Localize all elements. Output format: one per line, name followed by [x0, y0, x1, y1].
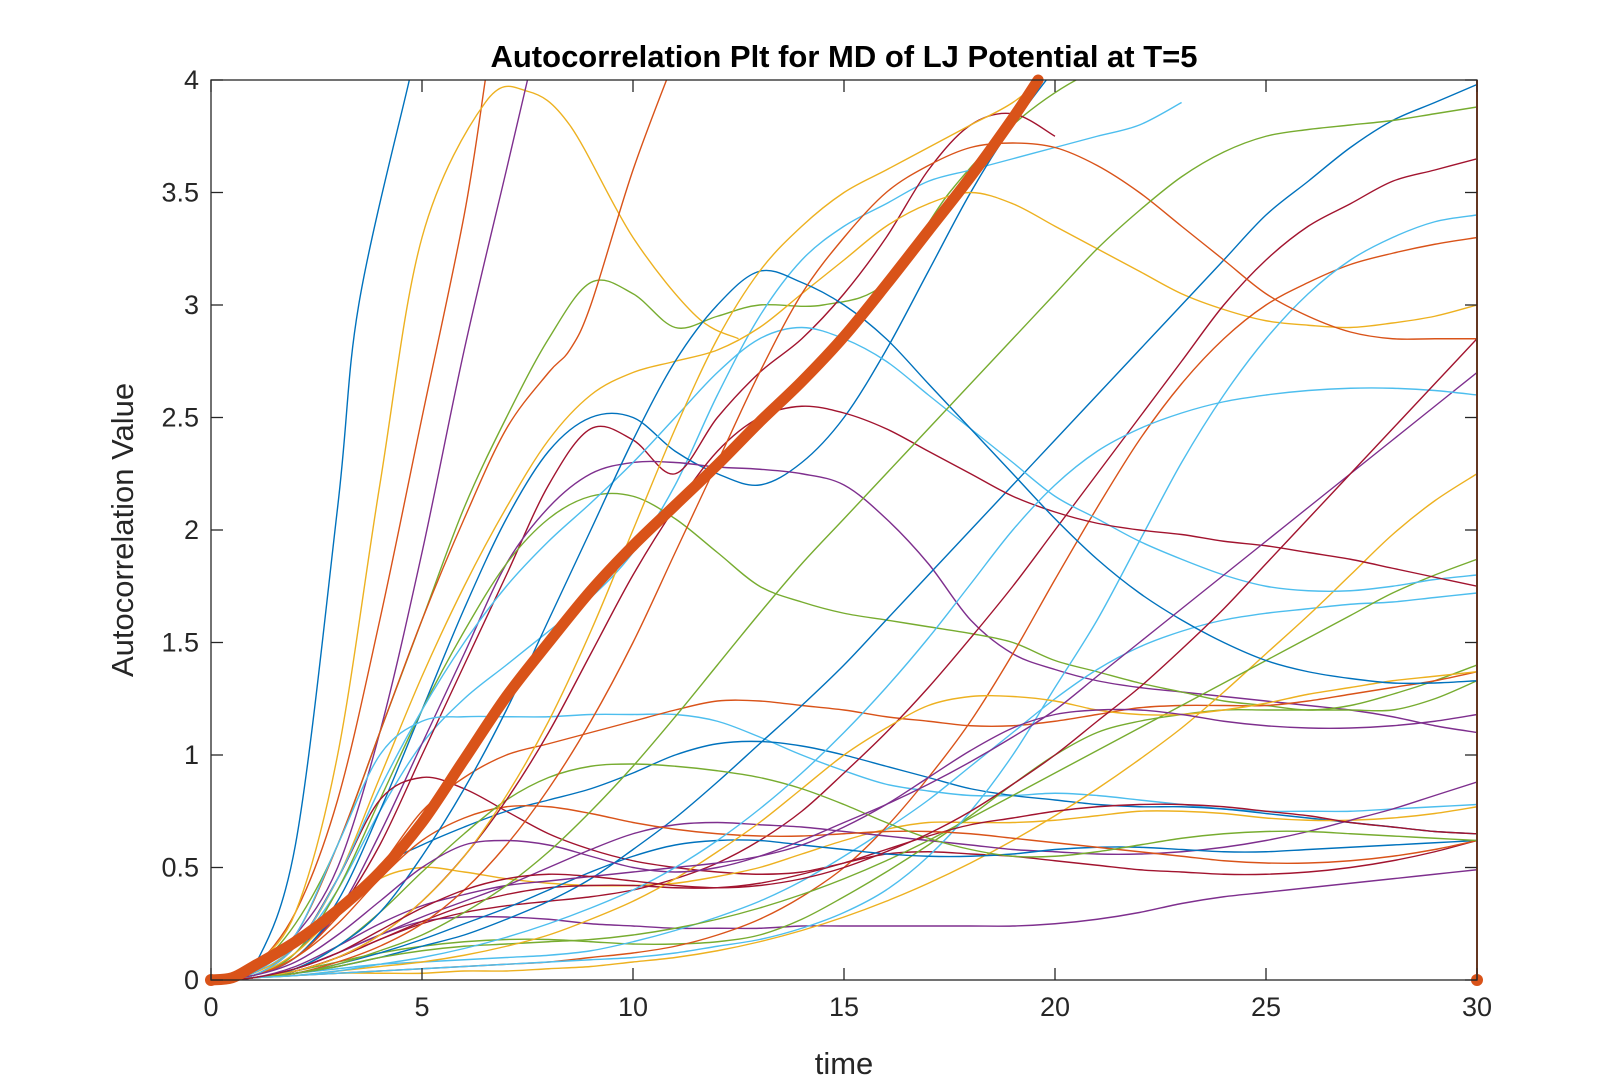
- series-layer: [211, 80, 1477, 980]
- x-tick-label: 15: [829, 992, 859, 1022]
- series-line: [211, 371, 1477, 980]
- series-line: [211, 80, 1043, 980]
- x-tick-label: 20: [1040, 992, 1070, 1022]
- chart-title: Autocorrelation Plt for MD of LJ Potenti…: [490, 39, 1197, 74]
- series-line: [211, 85, 739, 980]
- series-line: [211, 387, 1477, 980]
- tick-layer: 0 5 10 15 20 25 30 0 0.5 1 1.5 2 2.5 3 3.5 4: [161, 65, 1492, 1022]
- x-tick-label: 10: [618, 992, 648, 1022]
- series-line: [211, 112, 1056, 980]
- series-line: [211, 326, 1477, 980]
- y-tick-label: 1.5: [161, 628, 199, 658]
- y-tick-label: 0.5: [161, 853, 199, 883]
- series-line: [211, 80, 1048, 980]
- y-tick-label: 2: [184, 515, 199, 545]
- series-line: [211, 708, 1477, 980]
- y-tick-label: 0: [184, 965, 199, 995]
- x-tick-label: 25: [1251, 992, 1281, 1022]
- series-line: [211, 214, 1477, 980]
- y-tick-label: 3: [184, 290, 199, 320]
- series-line: [211, 763, 1477, 980]
- series-line: [211, 269, 1477, 980]
- series-line: [211, 83, 1477, 980]
- y-tick-label: 4: [184, 65, 199, 95]
- series-line: [211, 671, 1477, 980]
- series-line: [211, 338, 1477, 980]
- y-tick-label: 1: [184, 740, 199, 770]
- highlight-series-line: [205, 74, 1044, 986]
- series-line: [211, 803, 1477, 980]
- y-tick-label: 3.5: [161, 178, 199, 208]
- x-tick-label: 5: [414, 992, 429, 1022]
- series-line: [211, 804, 1477, 980]
- series-line: [211, 106, 1477, 980]
- series-line: [211, 80, 411, 980]
- series-line: [211, 142, 1477, 980]
- series-line: [211, 839, 1477, 980]
- series-line: [211, 101, 1182, 980]
- x-tick-label: 0: [203, 992, 218, 1022]
- series-line: [211, 671, 1477, 980]
- series-line: [211, 191, 1477, 980]
- series-line: [211, 460, 1477, 980]
- y-tick-label: 2.5: [161, 403, 199, 433]
- y-axis-label: Autocorrelation Value: [105, 383, 140, 677]
- series-line: [211, 781, 1477, 980]
- x-tick-label: 30: [1462, 992, 1492, 1022]
- x-axis-label: time: [815, 1046, 874, 1081]
